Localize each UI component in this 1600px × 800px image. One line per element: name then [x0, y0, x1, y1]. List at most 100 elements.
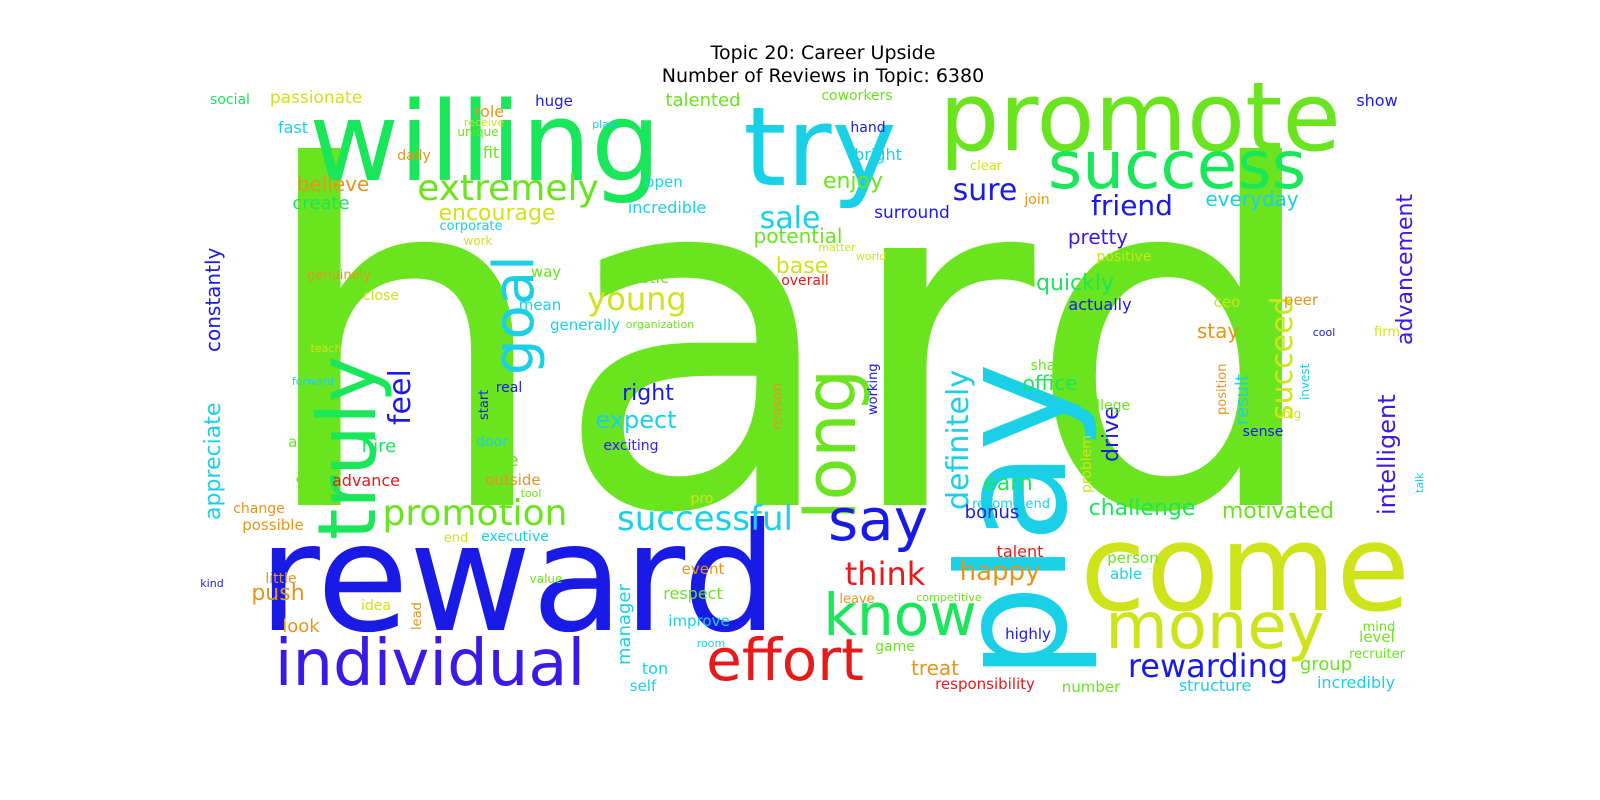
word-definitely: definitely	[941, 370, 976, 510]
word-plan: plan	[592, 118, 616, 131]
word-show: show	[1356, 91, 1397, 110]
word-feel: feel	[383, 369, 418, 425]
word-sure: sure	[953, 173, 1018, 208]
word-able: able	[1110, 565, 1142, 583]
word-create: create	[292, 193, 349, 214]
word-talented: talented	[665, 90, 740, 111]
word-hard: hard	[255, 69, 1324, 616]
word-matter: matter	[818, 241, 856, 254]
word-role: role	[474, 102, 504, 121]
word-say: say	[828, 486, 928, 554]
chart-title: Topic 20: Career Upside Number of Review…	[0, 42, 1600, 88]
word-potential: potential	[754, 224, 843, 248]
word-hand: hand	[850, 120, 885, 136]
word-corporate: corporate	[439, 219, 502, 234]
word-positive: positive	[1097, 249, 1152, 265]
word-advance: advance	[332, 471, 400, 490]
word-talent: talent	[997, 542, 1044, 561]
word-look: look	[282, 616, 320, 637]
word-outside: outside	[485, 471, 540, 489]
word-successful: successful	[617, 499, 793, 539]
word-bright: bright	[854, 145, 902, 164]
word-fit: fit	[483, 143, 499, 162]
word-drive: drive	[1099, 406, 1124, 462]
word-pretty: pretty	[1068, 225, 1128, 249]
word-expect: expect	[595, 406, 676, 434]
word-event: event	[682, 560, 725, 578]
word-appreciate: appreciate	[201, 403, 226, 520]
word-rewarding: rewarding	[1128, 647, 1288, 685]
word-work: work	[463, 234, 492, 248]
word-idea: idea	[361, 598, 391, 614]
word-level: level	[1359, 628, 1395, 646]
word-effort: effort	[706, 626, 864, 694]
word-huge: huge	[535, 92, 573, 110]
word-ask: ask	[288, 433, 314, 451]
word-treat: treat	[911, 656, 959, 680]
word-true: true	[482, 450, 519, 471]
word-change: change	[233, 501, 285, 517]
word-success: success	[1048, 127, 1306, 204]
word-quickly: quickly	[1036, 271, 1114, 296]
word-tool: tool	[521, 487, 542, 500]
word-working: working	[866, 363, 881, 415]
word-incredible: incredible	[628, 198, 707, 217]
word-reward: reward	[258, 492, 778, 666]
word-promotion: promotion	[383, 493, 568, 534]
word-way: way	[531, 263, 561, 281]
word-fast: fast	[278, 118, 308, 137]
word-end: end	[444, 531, 469, 546]
word-recruiter: recruiter	[1349, 647, 1405, 662]
word-play: play	[927, 362, 1101, 680]
word-teach: teach	[311, 342, 342, 355]
word-succeed: succeed	[1265, 296, 1300, 420]
word-goal: goal	[482, 255, 547, 375]
word-unique: unique	[457, 125, 498, 139]
word-enjoy: enjoy	[823, 169, 883, 194]
word-pro: pro	[691, 491, 714, 507]
word-social: social	[210, 92, 250, 108]
word-executive: executive	[481, 529, 549, 545]
word-possible: possible	[242, 516, 303, 534]
word-improve: improve	[668, 612, 729, 630]
title-line-2: Number of Reviews in Topic: 6380	[661, 65, 985, 87]
word-respect: respect	[663, 584, 722, 603]
word-room: room	[697, 637, 725, 650]
word-group: group	[1300, 654, 1352, 675]
word-college: college	[1080, 398, 1130, 414]
word-door: door	[476, 434, 508, 450]
word-incredibly: incredibly	[1317, 673, 1395, 692]
word-know: know	[823, 581, 976, 649]
word-come: come	[1080, 500, 1410, 639]
word-little: little	[265, 571, 296, 587]
word-genuinely: genuinely	[307, 268, 371, 283]
word-push: push	[251, 581, 304, 606]
word-motivated: motivated	[1222, 499, 1334, 524]
word-extremely: extremely	[417, 168, 599, 209]
word-long: long	[790, 369, 872, 520]
word-mean: mean	[519, 296, 562, 314]
word-sale: sale	[760, 201, 821, 236]
word-real: real	[496, 380, 523, 396]
word-bonus: bonus	[965, 502, 1020, 523]
word-truly: truly	[301, 355, 394, 540]
word-self: self	[630, 677, 657, 695]
word-try: try	[743, 83, 896, 211]
word-fantastic: fantastic	[599, 268, 669, 287]
word-start: start	[477, 390, 492, 420]
word-everyday: everyday	[1205, 187, 1298, 211]
word-passionate: passionate	[270, 88, 362, 108]
word-ton: ton	[642, 659, 668, 678]
word-exciting: exciting	[603, 438, 658, 454]
word-lead: lead	[410, 602, 425, 630]
word-peer: peer	[1284, 291, 1319, 309]
word-manager: manager	[614, 583, 635, 665]
word-daily: daily	[397, 148, 431, 164]
word-hire: hire	[362, 436, 397, 457]
title-line-1: Topic 20: Career Upside	[710, 42, 936, 64]
word-bring: bring	[1122, 478, 1158, 494]
word-believe: believe	[297, 172, 370, 196]
word-leave: leave	[839, 592, 874, 607]
word-ceo: ceo	[1214, 293, 1241, 311]
